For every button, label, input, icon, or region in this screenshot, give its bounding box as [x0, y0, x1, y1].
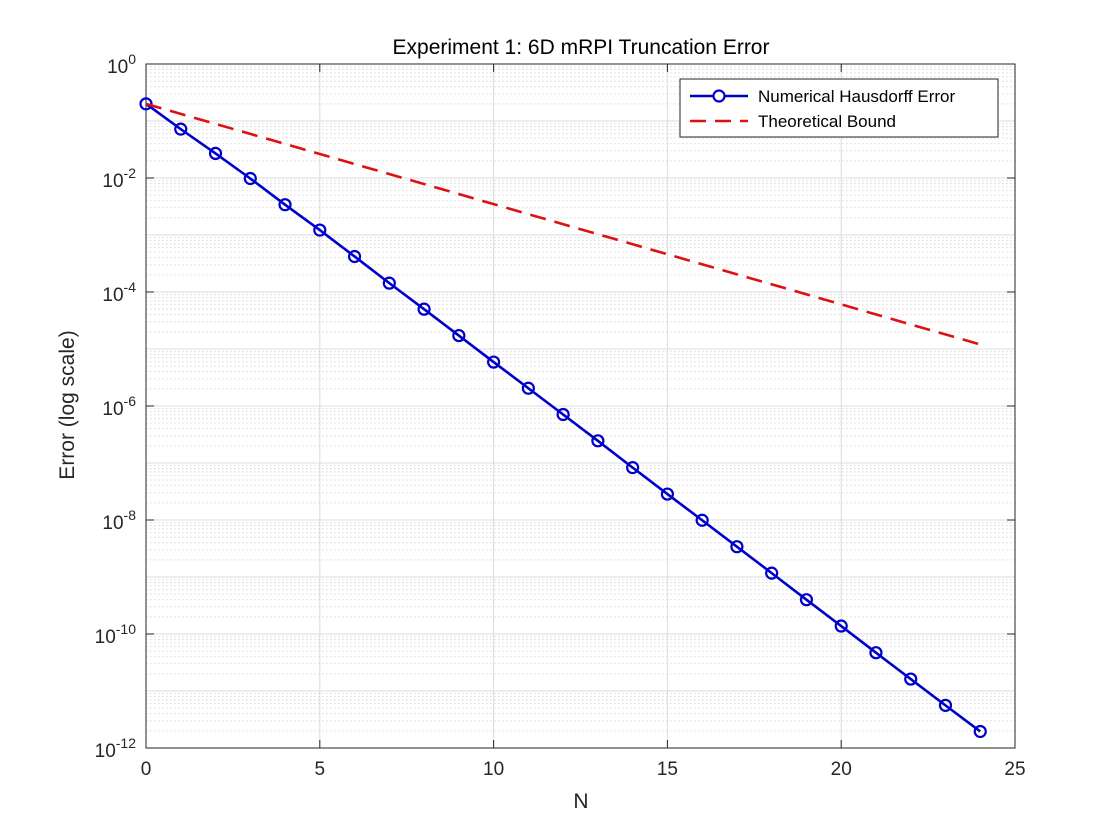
data-point: [452, 328, 466, 343]
data-point: [208, 146, 223, 161]
data-point: [799, 593, 814, 607]
data-point: [765, 566, 779, 580]
legend-marker: [712, 89, 726, 103]
y-tick-label: 100: [107, 51, 136, 78]
data-point: [382, 276, 396, 290]
data-point: [660, 487, 675, 501]
data-point: [174, 122, 188, 136]
data-point: [347, 249, 362, 264]
data-point: [938, 698, 953, 712]
data-point: [695, 513, 709, 527]
data-point: [243, 171, 257, 186]
data-point: [869, 646, 883, 660]
legend-entry: Numerical Hausdorff Error: [758, 87, 955, 106]
x-axis-label: N: [573, 790, 588, 813]
data-point: [626, 461, 640, 475]
y-tick-label: 10-4: [102, 279, 136, 306]
data-point: [139, 97, 153, 111]
y-axis-label: Error (log scale): [56, 330, 79, 479]
x-tick-label: 0: [141, 759, 152, 780]
series-line: [145, 102, 982, 733]
x-tick-label: 25: [1004, 759, 1025, 780]
x-tick-label: 20: [831, 759, 852, 780]
legend-entry: Theoretical Bound: [758, 112, 896, 131]
data-point: [487, 355, 501, 369]
legend-box: [679, 78, 999, 138]
x-tick-label: 10: [483, 759, 504, 780]
data-point: [973, 724, 987, 739]
data-point: [278, 198, 292, 212]
data-point: [417, 302, 431, 316]
x-tick-label: 5: [315, 759, 326, 780]
data-point: [730, 540, 744, 554]
chart-title: Experiment 1: 6D mRPI Truncation Error: [393, 36, 770, 59]
plot-area: 0 5 10 15 20 25 100 10-2 10-4 10-6 10-8 10-10 10-12 N…: [95, 51, 1026, 780]
y-tick-label: 10-10: [95, 621, 137, 648]
data-point: [313, 223, 327, 237]
y-tick-label: 10-6: [102, 393, 136, 420]
series-line: [145, 102, 981, 346]
y-tick-label: 10-8: [102, 507, 136, 534]
x-tick-label: 15: [657, 759, 678, 780]
data-point: [556, 407, 570, 422]
data-point: [591, 434, 605, 448]
data-point: [521, 381, 535, 395]
y-tick-label: 10-2: [102, 165, 136, 192]
data-point: [834, 619, 848, 633]
y-tick-label: 10-12: [95, 735, 137, 762]
data-point: [904, 672, 918, 686]
